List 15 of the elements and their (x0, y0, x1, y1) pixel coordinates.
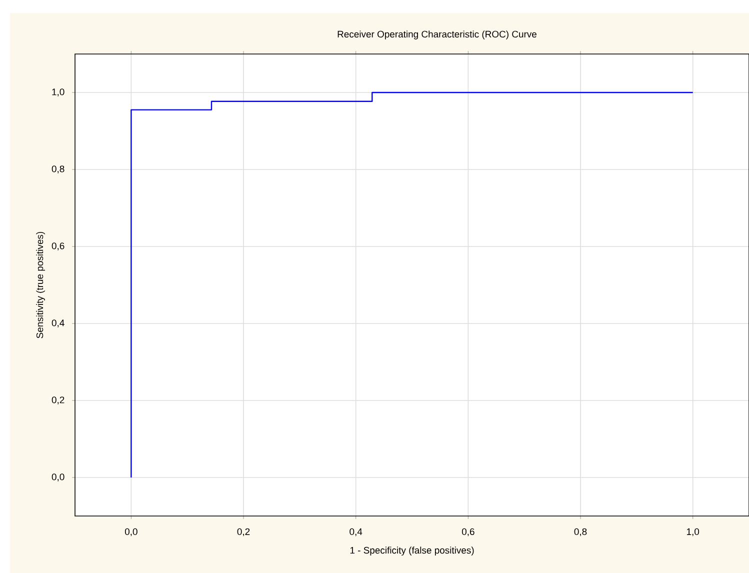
x-tick-label: 0,6 (462, 528, 474, 536)
y-axis-title: Sensitivity (true positives) (36, 232, 45, 338)
y-tick-label: 0,2 (52, 396, 64, 404)
x-tick-label: 0,0 (124, 528, 138, 536)
y-tick-label: 0,6 (52, 242, 64, 250)
x-axis-title: 1 - Specificity (false positives) (350, 546, 474, 556)
x-tick-label: 0,8 (574, 528, 587, 536)
x-tick-label: 1,0 (686, 528, 700, 536)
chart-title: Receiver Operating Characteristic (ROC) Curve (338, 30, 536, 40)
x-tick-label: 0,2 (237, 528, 250, 536)
x-tick-label: 0,4 (350, 528, 362, 536)
y-tick-label: 1,0 (52, 88, 64, 96)
y-tick-label: 0,4 (52, 320, 64, 328)
y-tick-label: 0,8 (52, 166, 64, 174)
y-tick-label: 0,0 (52, 474, 64, 482)
